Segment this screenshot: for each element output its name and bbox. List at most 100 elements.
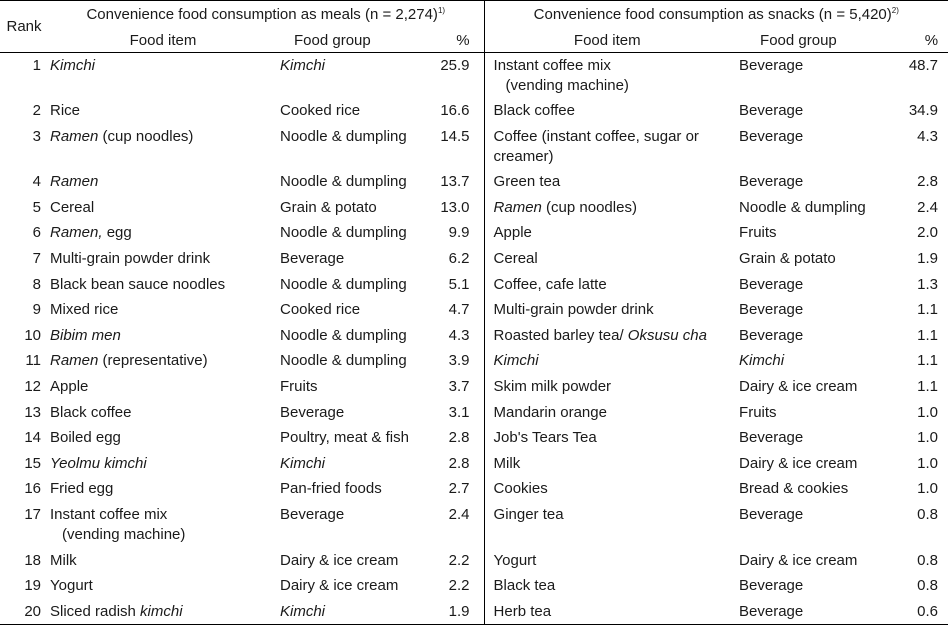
text-segment: Beverage (280, 506, 345, 523)
meal-food-group-cell: Cooked rice (278, 98, 420, 124)
meal-food-group-cell: Pan-fried foods (278, 476, 420, 502)
snack-percent-cell: 0.6 (880, 598, 948, 625)
text-segment: Ramen (50, 127, 99, 145)
text-segment: Grain & potato (739, 250, 836, 268)
text-segment: Mixed rice (50, 301, 119, 319)
text-segment: Noodle & dumpling (280, 326, 407, 344)
text-segment: Beverage (739, 506, 804, 523)
snack-food-group-cell: Beverage (730, 169, 880, 195)
rank-cell: 14 (24, 429, 41, 447)
text-segment: kimchi (140, 602, 183, 620)
text-segment: Kimchi (280, 602, 326, 620)
meal-food-group-cell: Fruits (278, 374, 420, 400)
text-segment: Beverage (739, 275, 804, 293)
meal-food-item-cell: Instant coffee mix (vending machine) (48, 502, 278, 548)
snack-food-item-cell: Milk (484, 451, 730, 477)
text-segment: Ramen (50, 352, 99, 370)
snack-food-group-cell: Beverage (730, 124, 880, 170)
meal-percent-cell: 1.9 (420, 598, 485, 625)
text-segment: Roasted barley tea/ (493, 326, 628, 344)
snack-food-item-cell: Roasted barley tea/ Oksusu cha (484, 323, 730, 349)
text-segment: Fruits (739, 224, 777, 242)
meal-food-group-cell: Noodle & dumpling (278, 323, 420, 349)
text-segment: Fruits (739, 403, 777, 421)
meal-percent-cell: 3.9 (420, 348, 485, 375)
table-row: 13 Black coffee Beverage 3.1 Mandarin orange… (0, 399, 948, 426)
meal-percent-cell: 16.6 (420, 98, 485, 124)
snack-percent-cell: 2.0 (917, 224, 939, 242)
snack-percent-cell: 1.0 (917, 429, 939, 447)
text-segment: Kimchi (739, 352, 785, 370)
meal-percent-cell: 2.7 (420, 476, 485, 502)
text-segment: Noodle & dumpling (280, 127, 407, 145)
snack-food-group-cell: Beverage (730, 98, 880, 124)
meal-food-item-cell: Fried egg (48, 476, 278, 502)
text-segment: Coffee (instant coffee, sugar or (493, 127, 699, 145)
meal-percent-cell: 3.1 (420, 399, 485, 426)
text-segment: Kimchi (50, 57, 96, 74)
text-segment: Milk (50, 551, 77, 569)
meals-footnote-mark: 1) (437, 6, 446, 15)
text-segment: Boiled egg (50, 429, 121, 447)
meal-food-group-cell: Noodle & dumpling (278, 220, 420, 246)
snack-food-item-cell: Cookies (484, 476, 730, 502)
text-segment: Kimchi (280, 454, 326, 472)
meals-percent-header: % (420, 29, 485, 53)
text-segment: egg (102, 224, 132, 242)
text-segment: (representative) (98, 352, 208, 370)
text-segment: Noodle & dumpling (280, 352, 407, 370)
snack-food-item-cell: Ginger tea (484, 502, 730, 548)
text-segment: Beverage (739, 57, 804, 74)
text-segment: Multi-grain powder drink (50, 250, 211, 268)
text-segment: Instant coffee mix (493, 57, 611, 74)
food-item-continuation: creamer) (493, 147, 554, 165)
snack-food-group-cell: Beverage (730, 425, 880, 451)
text-segment: Kimchi (493, 352, 539, 370)
rank-cell: 19 (24, 577, 41, 595)
snack-percent-cell: 1.0 (917, 403, 939, 421)
text-segment: Yogurt (50, 577, 93, 595)
meal-percent-cell: 14.5 (420, 123, 485, 170)
snack-food-group-cell: Fruits (730, 220, 880, 246)
meal-percent-cell: 2.4 (420, 502, 485, 548)
meal-food-item-cell: Ramen (48, 169, 278, 195)
text-segment: Ramen (493, 198, 542, 216)
text-segment: Beverage (739, 102, 804, 120)
text-segment: Dairy & ice cream (280, 577, 399, 595)
text-segment: Poultry, meat & fish (280, 429, 409, 447)
table-row: 16 Fried egg Pan-fried foods 2.7 Cookies Brea… (0, 476, 948, 502)
snack-food-group-cell: Dairy & ice cream (730, 548, 880, 574)
meal-percent-cell: 2.2 (420, 547, 485, 574)
text-segment: Beverage (739, 429, 804, 447)
table-row: 6 Ramen, egg Noodle & dumpling 9.9 Apple Frui… (0, 220, 948, 247)
table-row: 15 Yeolmu kimchi Kimchi 2.8 Milk Dairy & ice … (0, 450, 948, 477)
snack-food-group-cell: Grain & potato (730, 246, 880, 272)
meal-food-item-cell: Cereal (48, 195, 278, 221)
text-segment: Rice (50, 102, 81, 120)
snack-food-item-cell: Yogurt (484, 548, 730, 574)
meal-food-item-cell: Kimchi (48, 53, 278, 99)
text-segment: Black coffee (50, 403, 132, 421)
table-row: 19 Yogurt Dairy & ice cream 2.2 Black tea Bev… (0, 573, 948, 599)
snack-food-item-cell: Job's Tears Tea (484, 425, 730, 451)
rank-cell: 1 (32, 57, 41, 74)
snack-food-item-cell: Kimchi (484, 348, 730, 374)
meal-food-item-cell: Mixed rice (48, 297, 278, 323)
meal-percent-cell: 25.9 (420, 52, 485, 99)
text-segment: Beverage (739, 602, 804, 620)
table-row: 12 Apple Fruits 3.7 Skim milk powder Dairy & … (0, 374, 948, 400)
meal-food-item-cell: Yogurt (48, 573, 278, 599)
meal-percent-cell: 2.8 (420, 425, 485, 451)
table-row: 2 Rice Cooked rice 16.6 Black coffee Beverage… (0, 98, 948, 124)
rank-cell: 5 (32, 198, 41, 216)
text-segment: Fruits (280, 378, 318, 396)
snack-percent-cell: 2.4 (917, 198, 939, 216)
rank-cell: 11 (25, 352, 41, 370)
snack-food-item-cell: Skim milk powder (484, 374, 730, 400)
rank-cell: 20 (0, 598, 48, 625)
snacks-group-header: Convenience food consumption as snacks (… (484, 0, 948, 29)
snack-food-group-cell: Noodle & dumpling (730, 195, 880, 221)
text-segment: Coffee, cafe latte (493, 275, 607, 293)
